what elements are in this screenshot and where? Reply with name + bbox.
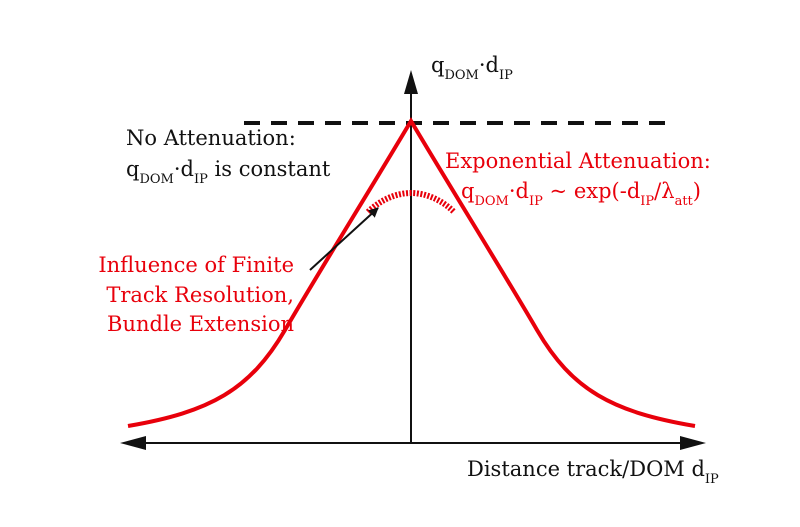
no-attenuation-sub-ip: IP [194, 172, 208, 187]
x-axis-label-main: Distance track/DOM d [467, 457, 705, 481]
x-axis-arrow-left-icon [120, 436, 146, 450]
no-attenuation-rest: is constant [208, 157, 331, 181]
finite-resolution-line3: Bundle Extension [107, 312, 294, 336]
exponential-attenuation-line1: Exponential Attenuation: [445, 149, 711, 173]
exp-sub-dom: DOM [474, 194, 508, 209]
y-axis-label-sub-ip: IP [499, 68, 513, 83]
exp-slash-lambda: /λ [654, 179, 674, 203]
y-axis-label-dot-d: ·d [479, 53, 499, 77]
exponential-attenuation-curve [127, 117, 696, 428]
y-axis-label: qDOM·dIP [431, 53, 513, 83]
no-attenuation-line1: No Attenuation: [126, 126, 296, 150]
no-attenuation-dot-d: ·d [174, 157, 194, 181]
exponential-attenuation-line2: qDOM·dIP ~ exp(-dIP/λatt) [461, 179, 701, 209]
no-attenuation-sub-dom: DOM [139, 172, 173, 187]
finite-resolution-curve [365, 189, 457, 215]
finite-resolution-pointer-arrow [309, 207, 379, 271]
exp-close: ) [693, 179, 701, 203]
x-axis-label-sub-ip: IP [705, 472, 719, 487]
y-axis-arrow-up-icon [404, 70, 418, 94]
x-axis-arrow-right-icon [680, 436, 706, 450]
exp-q: q [461, 179, 474, 203]
exp-sub-att: att [675, 194, 694, 209]
exp-sub-ip: IP [529, 194, 543, 209]
finite-resolution-line1: Influence of Finite [98, 253, 294, 277]
exp-dot-d: ·d [509, 179, 529, 203]
no-attenuation-q: q [126, 157, 139, 181]
x-axis-label: Distance track/DOM dIP [467, 457, 719, 487]
y-axis-label-sub-dom: DOM [444, 68, 478, 83]
no-attenuation-line2: qDOM·dIP is constant [126, 157, 331, 187]
finite-resolution-line2: Track Resolution, [106, 283, 294, 307]
exp-approx-exp: ~ exp(-d [543, 179, 640, 203]
exp-sub-ip2: IP [640, 194, 654, 209]
y-axis-label-q: q [431, 53, 444, 77]
